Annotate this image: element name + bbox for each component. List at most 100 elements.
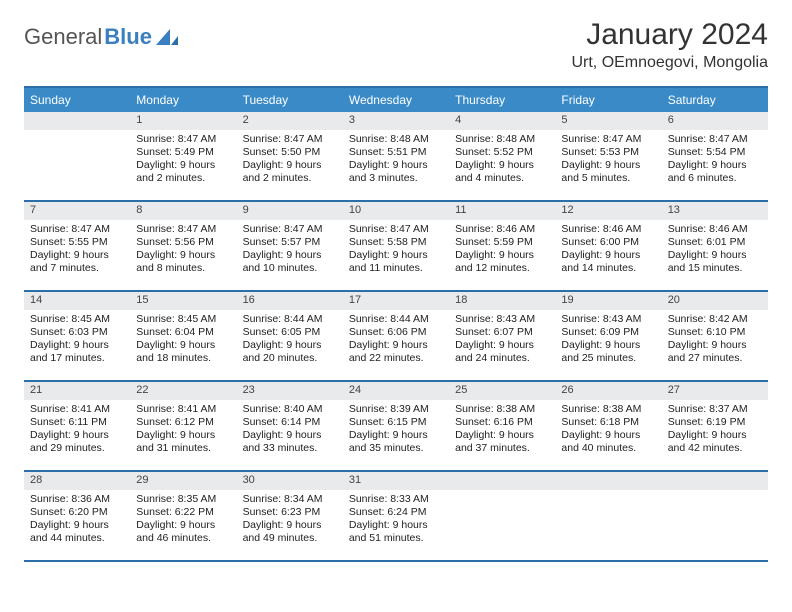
- daylight-text: Daylight: 9 hours and 8 minutes.: [136, 249, 230, 275]
- sunrise-text: Sunrise: 8:37 AM: [668, 403, 762, 416]
- day-body: Sunrise: 8:47 AMSunset: 5:58 PMDaylight:…: [343, 220, 449, 282]
- daylight-text: Daylight: 9 hours and 11 minutes.: [349, 249, 443, 275]
- sunrise-text: Sunrise: 8:33 AM: [349, 493, 443, 506]
- day-cell: 24Sunrise: 8:39 AMSunset: 6:15 PMDayligh…: [343, 382, 449, 470]
- daylight-text: Daylight: 9 hours and 37 minutes.: [455, 429, 549, 455]
- weekday-header: Thursday: [449, 88, 555, 112]
- day-cell: 27Sunrise: 8:37 AMSunset: 6:19 PMDayligh…: [662, 382, 768, 470]
- day-cell: 23Sunrise: 8:40 AMSunset: 6:14 PMDayligh…: [237, 382, 343, 470]
- day-body: Sunrise: 8:44 AMSunset: 6:06 PMDaylight:…: [343, 310, 449, 372]
- sunrise-text: Sunrise: 8:39 AM: [349, 403, 443, 416]
- sunrise-text: Sunrise: 8:47 AM: [136, 133, 230, 146]
- sunset-text: Sunset: 5:53 PM: [561, 146, 655, 159]
- day-number: [449, 472, 555, 490]
- day-cell: 31Sunrise: 8:33 AMSunset: 6:24 PMDayligh…: [343, 472, 449, 560]
- daylight-text: Daylight: 9 hours and 20 minutes.: [243, 339, 337, 365]
- day-cell: 10Sunrise: 8:47 AMSunset: 5:58 PMDayligh…: [343, 202, 449, 290]
- daylight-text: Daylight: 9 hours and 31 minutes.: [136, 429, 230, 455]
- day-cell: 2Sunrise: 8:47 AMSunset: 5:50 PMDaylight…: [237, 112, 343, 200]
- sunrise-text: Sunrise: 8:43 AM: [561, 313, 655, 326]
- sunrise-text: Sunrise: 8:47 AM: [349, 223, 443, 236]
- daylight-text: Daylight: 9 hours and 27 minutes.: [668, 339, 762, 365]
- sunset-text: Sunset: 6:06 PM: [349, 326, 443, 339]
- sunrise-text: Sunrise: 8:38 AM: [455, 403, 549, 416]
- sunrise-text: Sunrise: 8:47 AM: [136, 223, 230, 236]
- day-body: Sunrise: 8:44 AMSunset: 6:05 PMDaylight:…: [237, 310, 343, 372]
- daylight-text: Daylight: 9 hours and 6 minutes.: [668, 159, 762, 185]
- daylight-text: Daylight: 9 hours and 33 minutes.: [243, 429, 337, 455]
- day-cell: 13Sunrise: 8:46 AMSunset: 6:01 PMDayligh…: [662, 202, 768, 290]
- sunrise-text: Sunrise: 8:38 AM: [561, 403, 655, 416]
- sunset-text: Sunset: 5:55 PM: [30, 236, 124, 249]
- sunrise-text: Sunrise: 8:45 AM: [30, 313, 124, 326]
- sunset-text: Sunset: 6:01 PM: [668, 236, 762, 249]
- sunset-text: Sunset: 6:04 PM: [136, 326, 230, 339]
- day-body: Sunrise: 8:38 AMSunset: 6:18 PMDaylight:…: [555, 400, 661, 462]
- day-body: Sunrise: 8:38 AMSunset: 6:16 PMDaylight:…: [449, 400, 555, 462]
- day-body: Sunrise: 8:41 AMSunset: 6:12 PMDaylight:…: [130, 400, 236, 462]
- daylight-text: Daylight: 9 hours and 4 minutes.: [455, 159, 549, 185]
- sunset-text: Sunset: 5:58 PM: [349, 236, 443, 249]
- day-cell: [662, 472, 768, 560]
- day-number: 21: [24, 382, 130, 400]
- day-body: Sunrise: 8:37 AMSunset: 6:19 PMDaylight:…: [662, 400, 768, 462]
- sail-icon: [156, 29, 178, 45]
- daylight-text: Daylight: 9 hours and 7 minutes.: [30, 249, 124, 275]
- sunrise-text: Sunrise: 8:34 AM: [243, 493, 337, 506]
- day-cell: 25Sunrise: 8:38 AMSunset: 6:16 PMDayligh…: [449, 382, 555, 470]
- day-number: 27: [662, 382, 768, 400]
- sunrise-text: Sunrise: 8:47 AM: [243, 223, 337, 236]
- day-number: [24, 112, 130, 130]
- day-cell: 14Sunrise: 8:45 AMSunset: 6:03 PMDayligh…: [24, 292, 130, 380]
- daylight-text: Daylight: 9 hours and 17 minutes.: [30, 339, 124, 365]
- sunrise-text: Sunrise: 8:47 AM: [561, 133, 655, 146]
- day-number: 26: [555, 382, 661, 400]
- sunrise-text: Sunrise: 8:46 AM: [561, 223, 655, 236]
- day-body: Sunrise: 8:47 AMSunset: 5:49 PMDaylight:…: [130, 130, 236, 192]
- day-cell: 6Sunrise: 8:47 AMSunset: 5:54 PMDaylight…: [662, 112, 768, 200]
- sunset-text: Sunset: 5:52 PM: [455, 146, 549, 159]
- sunset-text: Sunset: 6:15 PM: [349, 416, 443, 429]
- sunset-text: Sunset: 6:24 PM: [349, 506, 443, 519]
- day-cell: 15Sunrise: 8:45 AMSunset: 6:04 PMDayligh…: [130, 292, 236, 380]
- day-cell: 3Sunrise: 8:48 AMSunset: 5:51 PMDaylight…: [343, 112, 449, 200]
- day-body: Sunrise: 8:47 AMSunset: 5:53 PMDaylight:…: [555, 130, 661, 192]
- day-body: Sunrise: 8:48 AMSunset: 5:52 PMDaylight:…: [449, 130, 555, 192]
- sunrise-text: Sunrise: 8:41 AM: [136, 403, 230, 416]
- day-number: 10: [343, 202, 449, 220]
- daylight-text: Daylight: 9 hours and 49 minutes.: [243, 519, 337, 545]
- sunset-text: Sunset: 5:57 PM: [243, 236, 337, 249]
- sunrise-text: Sunrise: 8:48 AM: [455, 133, 549, 146]
- weekday-header: Friday: [555, 88, 661, 112]
- day-body: Sunrise: 8:35 AMSunset: 6:22 PMDaylight:…: [130, 490, 236, 552]
- day-cell: 7Sunrise: 8:47 AMSunset: 5:55 PMDaylight…: [24, 202, 130, 290]
- daylight-text: Daylight: 9 hours and 35 minutes.: [349, 429, 443, 455]
- calendar-grid: SundayMondayTuesdayWednesdayThursdayFrid…: [24, 86, 768, 562]
- month-title: January 2024: [571, 18, 768, 52]
- day-number: 14: [24, 292, 130, 310]
- sunset-text: Sunset: 6:07 PM: [455, 326, 549, 339]
- daylight-text: Daylight: 9 hours and 2 minutes.: [243, 159, 337, 185]
- day-number: 22: [130, 382, 236, 400]
- day-cell: 18Sunrise: 8:43 AMSunset: 6:07 PMDayligh…: [449, 292, 555, 380]
- daylight-text: Daylight: 9 hours and 14 minutes.: [561, 249, 655, 275]
- sunrise-text: Sunrise: 8:46 AM: [668, 223, 762, 236]
- sunrise-text: Sunrise: 8:47 AM: [243, 133, 337, 146]
- day-cell: 16Sunrise: 8:44 AMSunset: 6:05 PMDayligh…: [237, 292, 343, 380]
- sunset-text: Sunset: 6:03 PM: [30, 326, 124, 339]
- day-body: Sunrise: 8:45 AMSunset: 6:03 PMDaylight:…: [24, 310, 130, 372]
- sunrise-text: Sunrise: 8:44 AM: [243, 313, 337, 326]
- day-cell: 9Sunrise: 8:47 AMSunset: 5:57 PMDaylight…: [237, 202, 343, 290]
- daylight-text: Daylight: 9 hours and 22 minutes.: [349, 339, 443, 365]
- day-cell: [24, 112, 130, 200]
- day-body: Sunrise: 8:42 AMSunset: 6:10 PMDaylight:…: [662, 310, 768, 372]
- day-number: 6: [662, 112, 768, 130]
- day-body: Sunrise: 8:36 AMSunset: 6:20 PMDaylight:…: [24, 490, 130, 552]
- day-body: Sunrise: 8:47 AMSunset: 5:54 PMDaylight:…: [662, 130, 768, 192]
- sunset-text: Sunset: 6:20 PM: [30, 506, 124, 519]
- sunrise-text: Sunrise: 8:43 AM: [455, 313, 549, 326]
- day-cell: 5Sunrise: 8:47 AMSunset: 5:53 PMDaylight…: [555, 112, 661, 200]
- day-body: Sunrise: 8:40 AMSunset: 6:14 PMDaylight:…: [237, 400, 343, 462]
- sunset-text: Sunset: 6:05 PM: [243, 326, 337, 339]
- day-body: Sunrise: 8:48 AMSunset: 5:51 PMDaylight:…: [343, 130, 449, 192]
